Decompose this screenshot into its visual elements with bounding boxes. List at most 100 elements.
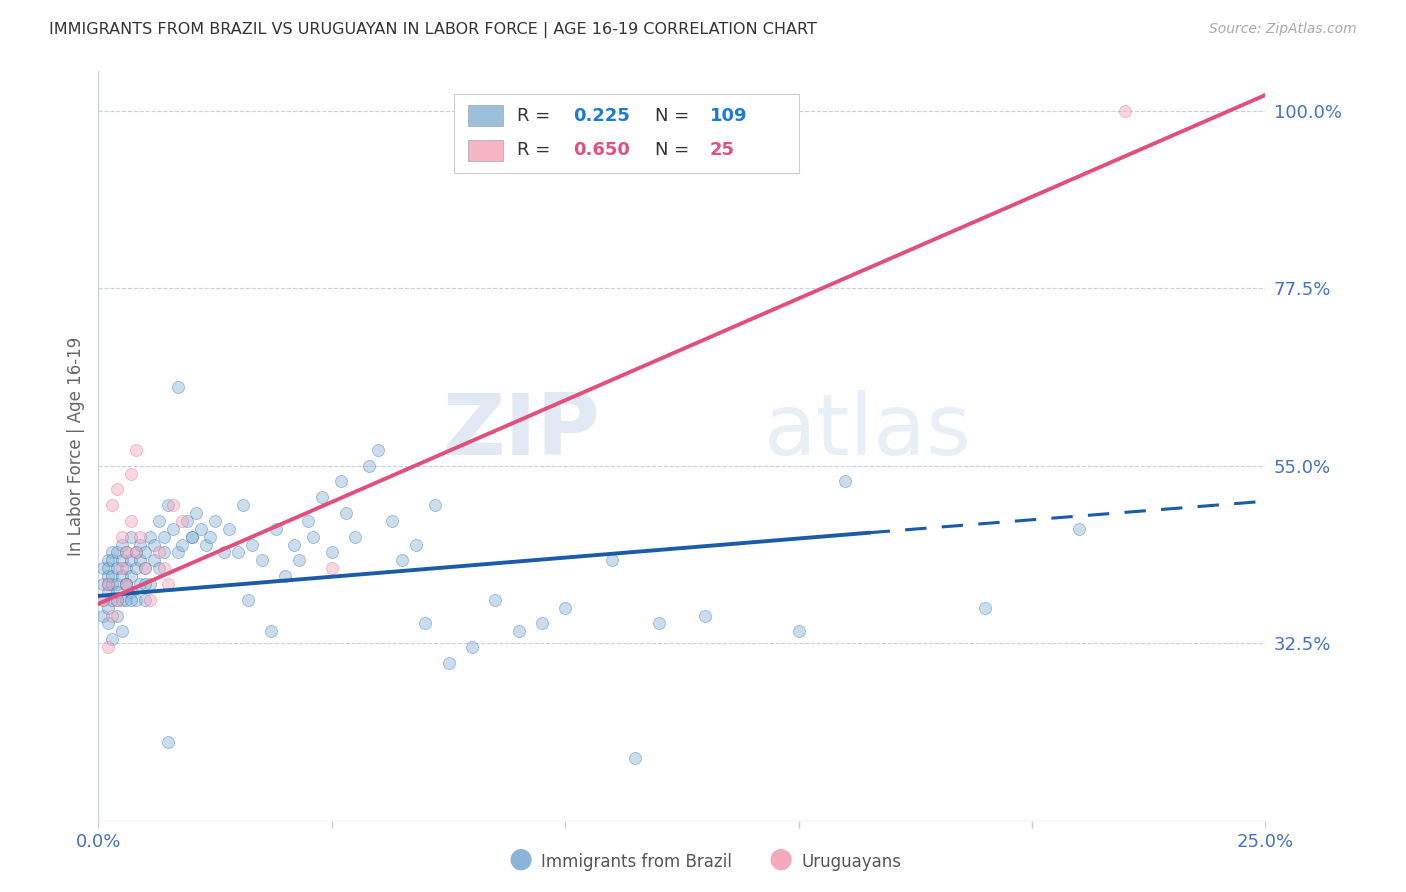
Point <box>91 608 114 623</box>
Point <box>242 538 264 552</box>
Text: ●: ● <box>768 845 793 872</box>
Point <box>180 530 202 544</box>
Point <box>157 735 180 749</box>
Bar <box>468 140 503 161</box>
Point <box>129 538 152 552</box>
Text: N =: N = <box>655 107 695 125</box>
Point <box>115 545 138 559</box>
Point <box>97 585 120 599</box>
Text: atlas: atlas <box>763 390 972 473</box>
Point <box>148 514 170 528</box>
Point <box>157 498 180 512</box>
Point <box>97 640 120 654</box>
Point <box>288 553 311 567</box>
Point <box>125 592 148 607</box>
Point <box>101 553 124 567</box>
Point <box>101 608 124 623</box>
Point <box>194 538 217 552</box>
Point <box>97 577 120 591</box>
Point <box>125 561 148 575</box>
Point <box>129 577 152 591</box>
Point <box>152 530 174 544</box>
Point <box>162 522 184 536</box>
Point <box>232 498 254 512</box>
Point <box>274 569 297 583</box>
Point <box>134 545 156 559</box>
Point <box>111 624 134 639</box>
Point <box>101 592 124 607</box>
Point <box>344 530 367 544</box>
Point <box>367 442 389 457</box>
Point <box>391 553 413 567</box>
Point <box>647 616 669 631</box>
Point <box>143 538 166 552</box>
Point <box>302 530 325 544</box>
Point <box>405 538 427 552</box>
Point <box>115 545 138 559</box>
Point <box>91 592 114 607</box>
Text: R =: R = <box>517 142 557 160</box>
Point <box>120 553 142 567</box>
Text: ZIP: ZIP <box>443 390 600 473</box>
Point <box>97 616 120 631</box>
Point <box>152 545 174 559</box>
Point <box>166 545 188 559</box>
Point <box>105 592 128 607</box>
Point <box>260 624 283 639</box>
Text: 25: 25 <box>710 142 735 160</box>
Text: N =: N = <box>655 142 695 160</box>
Point <box>162 498 184 512</box>
Point <box>214 545 236 559</box>
Point <box>134 577 156 591</box>
Point <box>461 640 484 654</box>
Point <box>105 608 128 623</box>
Point <box>484 592 506 607</box>
Point <box>91 561 114 575</box>
Point <box>180 530 202 544</box>
Point <box>1114 103 1136 118</box>
Point <box>437 656 460 670</box>
Point <box>115 592 138 607</box>
Point <box>101 632 124 647</box>
Point <box>97 577 120 591</box>
Point <box>695 608 717 623</box>
Point <box>218 522 240 536</box>
Point <box>105 577 128 591</box>
Point <box>264 522 287 536</box>
Point <box>321 545 343 559</box>
Point <box>105 561 128 575</box>
Point <box>125 442 148 457</box>
Point <box>139 530 162 544</box>
Point <box>120 592 142 607</box>
Point <box>508 624 530 639</box>
Text: Uruguayans: Uruguayans <box>801 853 901 871</box>
Point <box>105 545 128 559</box>
Point <box>97 600 120 615</box>
Text: 0.650: 0.650 <box>574 142 630 160</box>
Point <box>120 467 142 481</box>
Y-axis label: In Labor Force | Age 16-19: In Labor Force | Age 16-19 <box>66 336 84 556</box>
Point <box>283 538 305 552</box>
Text: R =: R = <box>517 107 557 125</box>
Point <box>125 545 148 559</box>
Point <box>91 592 114 607</box>
Point <box>105 585 128 599</box>
Point <box>97 553 120 567</box>
Point <box>139 592 162 607</box>
Point <box>787 624 810 639</box>
Point <box>974 600 997 615</box>
Point <box>120 569 142 583</box>
Point <box>359 458 381 473</box>
Point <box>111 538 134 552</box>
Point <box>530 616 553 631</box>
Point <box>134 561 156 575</box>
Point <box>115 577 138 591</box>
Point <box>834 475 856 489</box>
Text: Source: ZipAtlas.com: Source: ZipAtlas.com <box>1209 22 1357 37</box>
Point <box>105 483 128 497</box>
Point <box>381 514 404 528</box>
Point <box>321 561 343 575</box>
Point <box>129 553 152 567</box>
Point <box>111 569 134 583</box>
Point <box>97 561 120 575</box>
